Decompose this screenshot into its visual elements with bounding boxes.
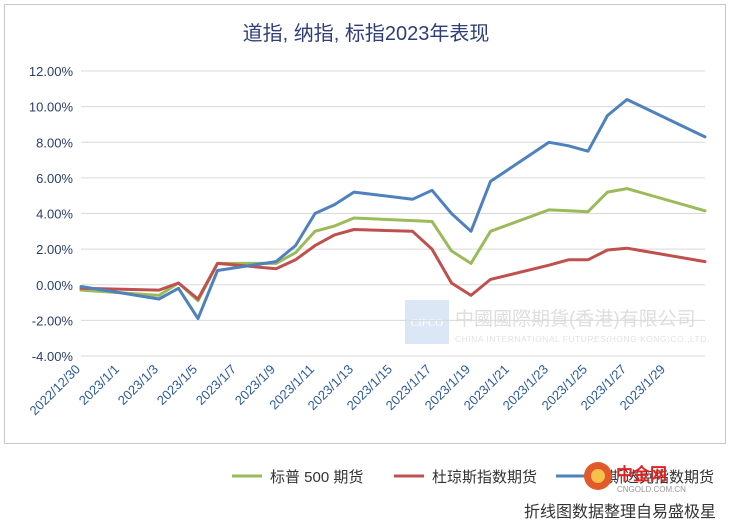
- site-logo-url: CNGOLD.COM.CN: [617, 485, 686, 494]
- y-tick-label: 4.00%: [36, 207, 73, 222]
- cifco-logo-box: [405, 300, 449, 344]
- legend-label: 纳斯达克指数期货: [594, 469, 714, 486]
- legend: 标普 500 期货 杜琼斯指数期货 纳斯达克指数期货: [232, 469, 714, 486]
- cifco-logo-text: CIFCO: [411, 317, 443, 329]
- site-logo-icon-inner: [591, 469, 605, 483]
- source-caption: 折线图数据整理自易盛极星: [524, 503, 716, 521]
- chart-frame: 道指, 纳指, 标指2023年表现 CIFCO 中國國際期貨(香港)有限公司 C…: [4, 4, 726, 444]
- y-tick-label: 10.00%: [29, 100, 74, 115]
- watermark-company-en: CHINA INTERNATIONAL FUTURES(HONG KONG)CO…: [455, 334, 710, 344]
- legend-label: 标普 500 期货: [270, 469, 363, 486]
- legend-label: 杜琼斯指数期货: [432, 469, 537, 486]
- y-tick-label: 6.00%: [36, 171, 73, 186]
- site-logo-name: 中金网: [616, 464, 667, 484]
- watermark-company-cn: 中國國際期貨(香港)有限公司: [455, 308, 696, 330]
- x-tick-label: 2023/1/5: [154, 362, 200, 408]
- x-tick-label: 2022/12/30: [26, 362, 83, 419]
- series-lines: [79, 98, 707, 321]
- y-tick-label: -4.00%: [32, 349, 74, 364]
- y-tick-label: 12.00%: [29, 64, 74, 79]
- y-tick-label: 8.00%: [36, 135, 73, 150]
- footer: 标普 500 期货 杜琼斯指数期货 纳斯达克指数期货 中金网 CNGOLD.COM.…: [232, 462, 716, 521]
- y-tick-label: -2.00%: [32, 313, 74, 328]
- x-tick-label: 2023/1/7: [193, 362, 239, 408]
- x-axis-ticks: 2022/12/302023/1/12023/1/32023/1/52023/1…: [26, 362, 668, 419]
- x-tick-label: 2023/1/3: [115, 362, 161, 408]
- x-tick-label: 2023/1/1: [76, 362, 122, 408]
- series-line-2: [79, 98, 707, 321]
- y-tick-label: 0.00%: [36, 278, 73, 293]
- chart-title: 道指, 纳指, 标指2023年表现: [243, 22, 490, 45]
- site-logo: 中金网 CNGOLD.COM.CN: [584, 462, 686, 494]
- cifco-watermark: CIFCO 中國國際期貨(香港)有限公司 CHINA INTERNATIONAL…: [405, 300, 710, 344]
- y-tick-label: 2.00%: [36, 242, 73, 257]
- grid-lines: [81, 70, 705, 357]
- y-axis-ticks: 12.00% 10.00% 8.00% 6.00% 4.00% 2.00% 0.00% -2.…: [29, 64, 74, 364]
- line-chart: 道指, 纳指, 标指2023年表现 CIFCO 中國國際期貨(香港)有限公司 C…: [26, 22, 710, 419]
- series-line-1: [79, 228, 707, 301]
